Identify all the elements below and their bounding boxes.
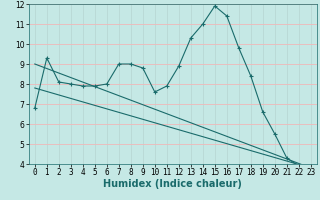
- X-axis label: Humidex (Indice chaleur): Humidex (Indice chaleur): [103, 179, 242, 189]
